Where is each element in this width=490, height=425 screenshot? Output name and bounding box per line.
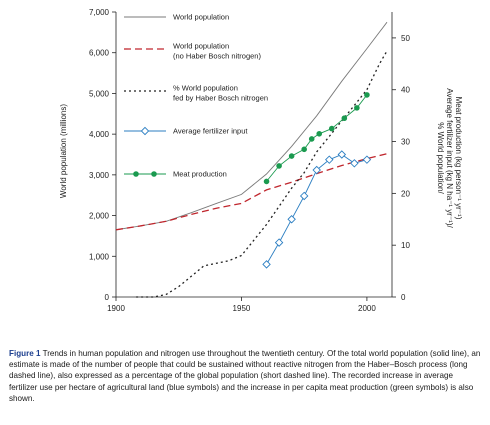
fertilizer-point xyxy=(362,155,372,164)
fertilizer-point xyxy=(274,238,284,247)
meat-point xyxy=(328,125,335,132)
y-right-tick-label: 10 xyxy=(401,241,410,250)
meat-point xyxy=(341,115,348,122)
y-axis-right-title-1: % World population/ xyxy=(436,122,445,194)
legend-label-0-0: World population xyxy=(173,13,229,22)
y-left-tick-label: 7,000 xyxy=(89,8,110,17)
fertilizer-point xyxy=(287,215,296,224)
meat-point xyxy=(354,105,360,111)
y-right-tick-label: 50 xyxy=(401,34,410,43)
series-line-4 xyxy=(266,94,368,182)
y-right-tick-label: 20 xyxy=(401,189,410,198)
meat-point xyxy=(301,146,307,153)
meat-point xyxy=(276,163,282,169)
fertilizer-point xyxy=(350,159,359,168)
meat-point xyxy=(263,178,270,185)
legend-marker-b xyxy=(151,171,157,177)
y-left-tick-label: 0 xyxy=(105,293,110,302)
meat-point xyxy=(308,136,315,142)
legend-label-3-0: Average fertilizer input xyxy=(173,127,248,136)
legend-label-4-0: Meat production xyxy=(173,170,227,179)
series-line-2 xyxy=(136,50,388,298)
fertilizer-point xyxy=(312,165,321,175)
y-right-tick-label: 40 xyxy=(401,86,410,95)
x-tick-label: 1950 xyxy=(233,304,251,313)
axes xyxy=(115,12,393,298)
fertilizer-point xyxy=(299,191,309,201)
y-right-tick-label: 30 xyxy=(401,138,410,147)
legend-label-1-1: (no Haber Bosch nitrogen) xyxy=(173,52,261,61)
x-tick-label: 2000 xyxy=(358,304,376,313)
legend-label-2-1: fed by Haber Bosch nitrogen xyxy=(173,94,268,103)
legend-marker-a xyxy=(133,171,139,177)
left-axis-ticks: 0 1,000 2,000 3,000 4,000 5,000 6,000 7,000 xyxy=(89,8,116,302)
legend-marker-3 xyxy=(140,126,150,136)
y-axis-right-title-2: Average fertilizer input (kg N ha⁻¹ yr⁻¹… xyxy=(445,88,454,228)
y-left-tick-label: 2,000 xyxy=(89,212,110,221)
meat-point xyxy=(364,92,370,98)
figure-label: Figure 1 xyxy=(9,349,41,358)
y-left-tick-label: 3,000 xyxy=(89,171,110,180)
y-left-tick-label: 4,000 xyxy=(89,130,110,139)
x-axis-ticks: 1900 1950 2000 xyxy=(107,297,376,313)
fertilizer-point xyxy=(262,260,271,269)
y-left-tick-label: 1,000 xyxy=(89,252,110,261)
y-axis-left-title: World population (millions) xyxy=(59,104,68,198)
fertilizer-point xyxy=(337,150,347,159)
y-left-tick-label: 5,000 xyxy=(89,89,110,98)
right-axis-ticks: 0 10 20 30 40 50 xyxy=(392,34,410,302)
legend-label-2-0: % World population xyxy=(173,84,238,93)
fertilizer-point xyxy=(325,155,334,164)
y-axis-right-title-3: Meat production (kg person⁻¹ yr⁻¹) xyxy=(454,97,463,220)
meat-point xyxy=(288,153,295,159)
y-left-tick-label: 6,000 xyxy=(89,49,110,58)
series-layer xyxy=(115,21,388,298)
x-tick-label: 1900 xyxy=(107,304,125,313)
meat-point xyxy=(316,130,323,137)
figure-caption-text: Trends in human population and nitrogen … xyxy=(9,349,481,403)
y-right-tick-label: 0 xyxy=(401,293,406,302)
legend-label-1-0: World population xyxy=(173,42,229,51)
population-nitrogen-chart: 0 1,000 2,000 3,000 4,000 5,000 6,000 7,000 0 10… xyxy=(59,8,463,313)
series-line-1 xyxy=(115,153,388,231)
figure-caption: Figure 1 Trends in human population and … xyxy=(9,348,483,404)
